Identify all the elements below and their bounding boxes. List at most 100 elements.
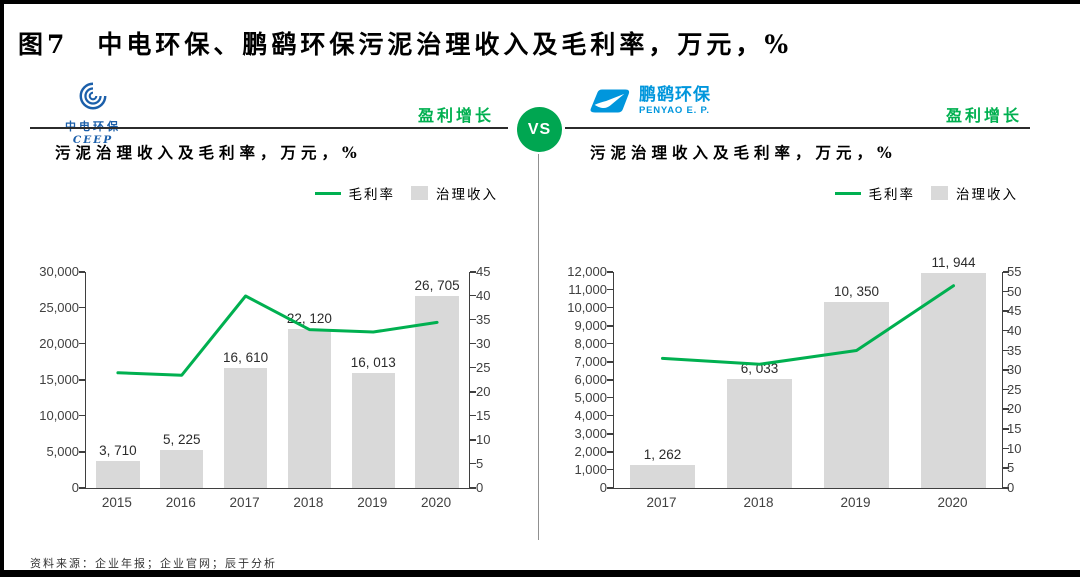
x-axis-label: 2020 xyxy=(937,495,968,510)
legend-item-margin: 毛利率 xyxy=(314,183,396,203)
legend-item-revenue: 治理收入 xyxy=(931,183,1018,203)
axis-tick xyxy=(607,288,613,291)
x-axis-label: 2017 xyxy=(229,495,260,510)
axis-tick xyxy=(607,468,613,471)
y-tick-label: 30 xyxy=(476,335,491,351)
y-tick-label: 35 xyxy=(1007,342,1022,358)
bar-slot: 10, 350 xyxy=(808,272,905,488)
y-tick-label: 30,000 xyxy=(39,264,79,279)
y-tick-label: 8,000 xyxy=(574,335,607,351)
axis-tick xyxy=(607,451,613,453)
axis-tick xyxy=(607,487,613,489)
y-tick-label: 45 xyxy=(476,264,491,279)
y-tick-label: 1,000 xyxy=(574,461,607,477)
ceep-swirl-icon xyxy=(79,82,107,110)
legend-label: 毛利率 xyxy=(348,187,395,203)
y-tick-label: 15 xyxy=(1007,421,1022,437)
revenue-bar xyxy=(726,379,793,488)
gross-margin-line xyxy=(614,272,1002,488)
y-tick-label: 20 xyxy=(476,384,491,399)
y-axis-right: 55 50 45 40 35 30 25 20 15 10 5 0 xyxy=(1007,265,1047,495)
axis-tick xyxy=(607,414,613,417)
y-axis-left: 30,000 25,000 20,000 15,000 10,000 5,000 0 xyxy=(30,265,79,495)
legend-label: 治理收入 xyxy=(436,187,498,203)
x-axis-label: 2018 xyxy=(293,495,324,510)
axis-tick xyxy=(79,379,85,381)
x-axis-label: 2017 xyxy=(646,495,677,510)
gross-margin-line xyxy=(86,272,469,488)
revenue-bar xyxy=(96,461,140,488)
y-tick-label: 15,000 xyxy=(39,372,79,387)
axis-tick xyxy=(607,271,613,273)
axis-tick xyxy=(607,306,613,309)
penyao-logo-cn: 鹏鹞环保 xyxy=(639,85,711,104)
bar-slot: 16, 610 xyxy=(214,272,278,488)
y-tick-label: 55 xyxy=(1007,264,1022,279)
y-tick-label: 0 xyxy=(599,480,607,495)
panel-divider xyxy=(538,154,539,540)
axis-tick xyxy=(1003,408,1009,410)
axis-tick xyxy=(79,451,85,453)
plot-area: 3, 710 5, 225 16, 610 22, 120 16, 013 26, 705 xyxy=(79,271,476,489)
axis-tick xyxy=(79,487,85,489)
chart-ceep: 30,000 25,000 20,000 15,000 10,000 5,000 0 45 4… xyxy=(30,80,508,540)
y-tick-label: 20,000 xyxy=(39,335,79,351)
bar-slot: 22, 120 xyxy=(278,272,342,488)
axis-tick xyxy=(470,439,476,441)
bar-slot: 6, 033 xyxy=(711,272,808,488)
penyao-logo: 鹏鹞环保 PENYAO E. P. xyxy=(587,85,711,116)
y-tick-label: 10,000 xyxy=(567,299,607,315)
bar-swatch-icon xyxy=(931,186,948,200)
axis-tick xyxy=(470,318,476,321)
y-tick-label: 45 xyxy=(1007,303,1022,319)
x-axis-label: 2019 xyxy=(357,495,388,510)
axis-tick xyxy=(79,271,85,273)
plot-area: 1, 262 6, 033 10, 350 11, 944 xyxy=(607,255,1009,489)
y-tick-label: 30 xyxy=(1007,362,1022,378)
y-tick-label: 40 xyxy=(476,287,491,303)
y-tick-label: 10 xyxy=(1007,440,1022,456)
ceep-logo-cn: 中电环保 xyxy=(58,118,128,134)
legend-label: 治理收入 xyxy=(956,187,1018,203)
axis-tick xyxy=(470,462,476,465)
y-tick-label: 20 xyxy=(1007,401,1022,417)
revenue-bar xyxy=(415,295,459,488)
axis-tick xyxy=(470,414,476,417)
axis-tick xyxy=(607,361,613,363)
legend-item-margin: 毛利率 xyxy=(834,183,916,203)
x-axis-label: 2015 xyxy=(101,495,132,510)
revenue-bar xyxy=(351,372,395,488)
bar-slot: 5, 225 xyxy=(150,272,214,488)
y-tick-label: 9,000 xyxy=(574,318,607,333)
axis-tick xyxy=(607,396,613,399)
x-axis-labels: 2015 2016 2017 2018 2019 2020 xyxy=(85,495,468,515)
legend-label: 毛利率 xyxy=(868,187,915,203)
y-tick-label: 15 xyxy=(476,407,491,423)
line-swatch-icon xyxy=(834,191,861,195)
axis-tick xyxy=(1003,329,1009,332)
ceep-logo: 中电环保 CEEP xyxy=(58,80,128,146)
axis-tick xyxy=(607,379,613,381)
bar-swatch-icon xyxy=(411,186,428,200)
axis-tick xyxy=(470,271,476,273)
y-tick-label: 2,000 xyxy=(574,444,607,459)
y-axis-right: 45 40 35 30 25 20 15 10 5 0 xyxy=(476,265,516,495)
revenue-bar xyxy=(287,328,332,488)
axis-tick xyxy=(1003,290,1009,293)
y-tick-label: 7,000 xyxy=(574,354,607,369)
y-tick-label: 6,000 xyxy=(574,372,607,387)
bar-slot: 1, 262 xyxy=(614,272,711,488)
axis-tick xyxy=(1003,447,1009,450)
axis-tick xyxy=(1003,310,1009,312)
bar-value-label: 10, 350 xyxy=(833,283,880,299)
y-tick-label: 10 xyxy=(476,432,491,447)
bar-value-label: 16, 013 xyxy=(350,354,396,370)
y-tick-label: 11,000 xyxy=(568,281,607,297)
bar-slot: 16, 013 xyxy=(341,272,405,488)
axis-tick xyxy=(470,366,476,369)
y-tick-label: 0 xyxy=(71,480,79,495)
bar-slot: 26, 705 xyxy=(405,272,469,488)
y-tick-label: 50 xyxy=(1007,283,1022,299)
x-axis-label: 2016 xyxy=(165,495,196,510)
axis-tick xyxy=(607,433,613,435)
